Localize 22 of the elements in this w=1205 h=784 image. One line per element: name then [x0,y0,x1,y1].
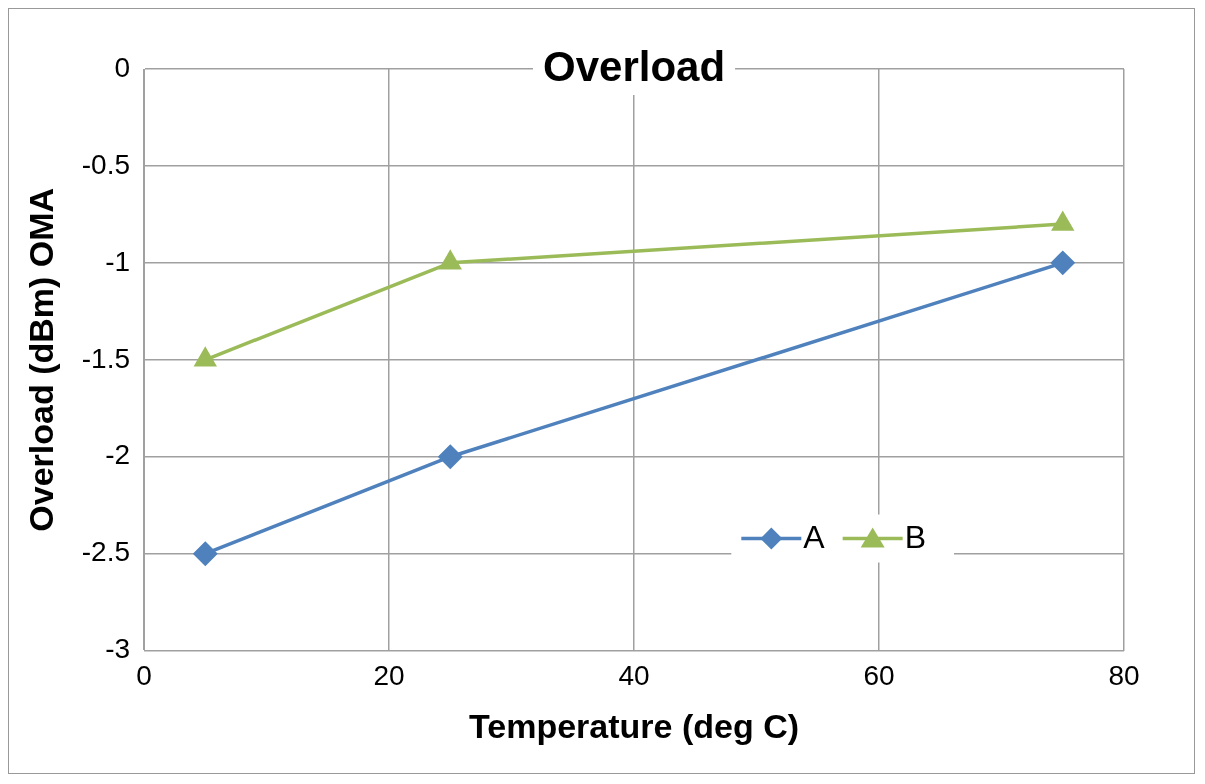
point [194,348,216,367]
x-tick-label: 60 [863,660,895,692]
y-tick-label: -1 [105,245,131,277]
point [439,251,461,270]
y-tick-label: -3 [105,633,131,665]
x-tick-label: 0 [136,660,152,692]
point [1052,212,1074,231]
y-tick-label: -2.5 [81,536,131,568]
y-tick-label: -2 [105,439,131,471]
x-axis-title: Temperature (deg C) [469,706,800,745]
y-tick-label: 0 [114,51,131,83]
y-tick-label: -0.5 [81,148,131,180]
x-tick-label: 80 [1108,660,1140,692]
point [193,541,218,566]
legend-label: B [904,519,926,556]
chart-title: Overload [542,42,726,90]
legend-label: A [803,519,826,556]
point [438,444,463,469]
x-tick-label: 40 [618,660,650,692]
x-tick-label: 20 [373,660,405,692]
y-tick-label: -1.5 [81,342,131,374]
y-axis-title: Overload (dBm) OMA [21,187,60,532]
